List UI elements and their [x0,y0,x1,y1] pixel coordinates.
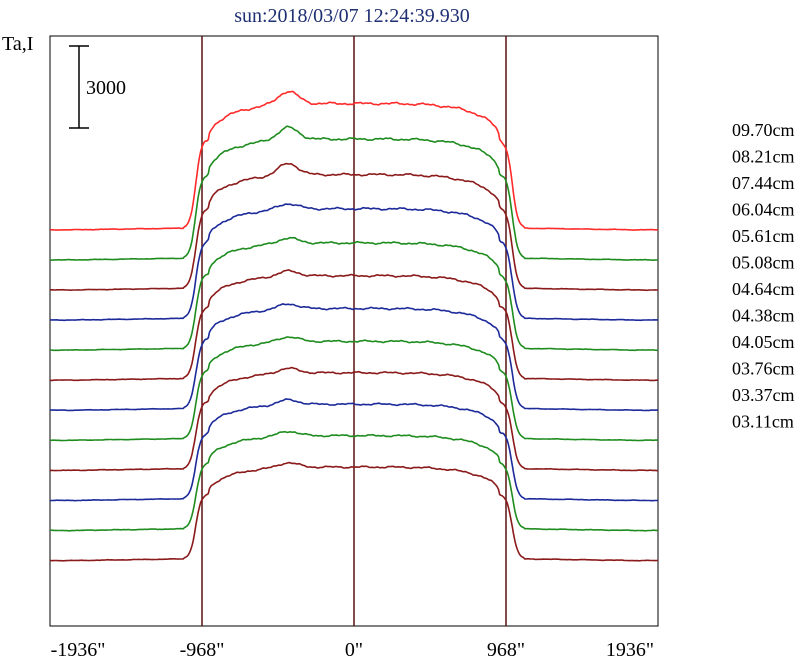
x-tick-label-2: 0" [345,639,363,661]
scale-bar-label: 3000 [86,77,126,99]
series-line-07.44cm [49,162,658,292]
series-curves [49,90,659,562]
scale-bar: 3000 [69,45,126,129]
legend-entry-05.08cm: 05.08cm [732,253,795,273]
y-axis-label: Ta,I [2,33,33,55]
legend: 09.70cm 08.21cm 07.44cm 06.04cm 05.61cm 05.08… [732,120,795,432]
legend-entry-04.64cm: 04.64cm [732,279,795,299]
series-line-03.37cm [50,430,659,532]
legend-entry-03.11cm: 03.11cm [732,412,794,432]
legend-entry-06.04cm: 06.04cm [732,200,795,220]
series-line-04.05cm [50,366,659,472]
legend-entry-03.76cm: 03.76cm [732,359,795,379]
legend-entry-03.37cm: 03.37cm [732,385,795,405]
series-line-08.21cm [50,125,658,262]
legend-entry-07.44cm: 07.44cm [732,173,795,193]
legend-entry-09.70cm: 09.70cm [732,120,795,140]
series-line-03.76cm [49,398,659,502]
series-line-09.70cm [49,90,659,231]
series-line-05.08cm [49,269,659,382]
x-tick-labels: -1936" -968" 0" 968" 1936" [51,639,655,661]
legend-entry-08.21cm: 08.21cm [732,147,795,167]
legend-entry-04.38cm: 04.38cm [732,306,795,326]
series-line-05.61cm [50,236,659,352]
legend-entry-05.61cm: 05.61cm [732,226,795,246]
x-tick-label-4: 1936" [606,639,654,661]
x-tick-label-1: -968" [180,639,225,661]
series-line-04.64cm [49,303,659,412]
series-line-03.11cm [49,461,659,562]
series-line-04.38cm [50,336,659,442]
vertical-marker-lines [201,36,507,626]
legend-entry-04.05cm: 04.05cm [732,332,795,352]
chart-title: sun:2018/03/07 12:24:39.930 [234,5,470,27]
x-tick-label-0: -1936" [51,639,106,661]
series-line-06.04cm [49,203,659,322]
x-tick-label-3: 968" [487,639,525,661]
